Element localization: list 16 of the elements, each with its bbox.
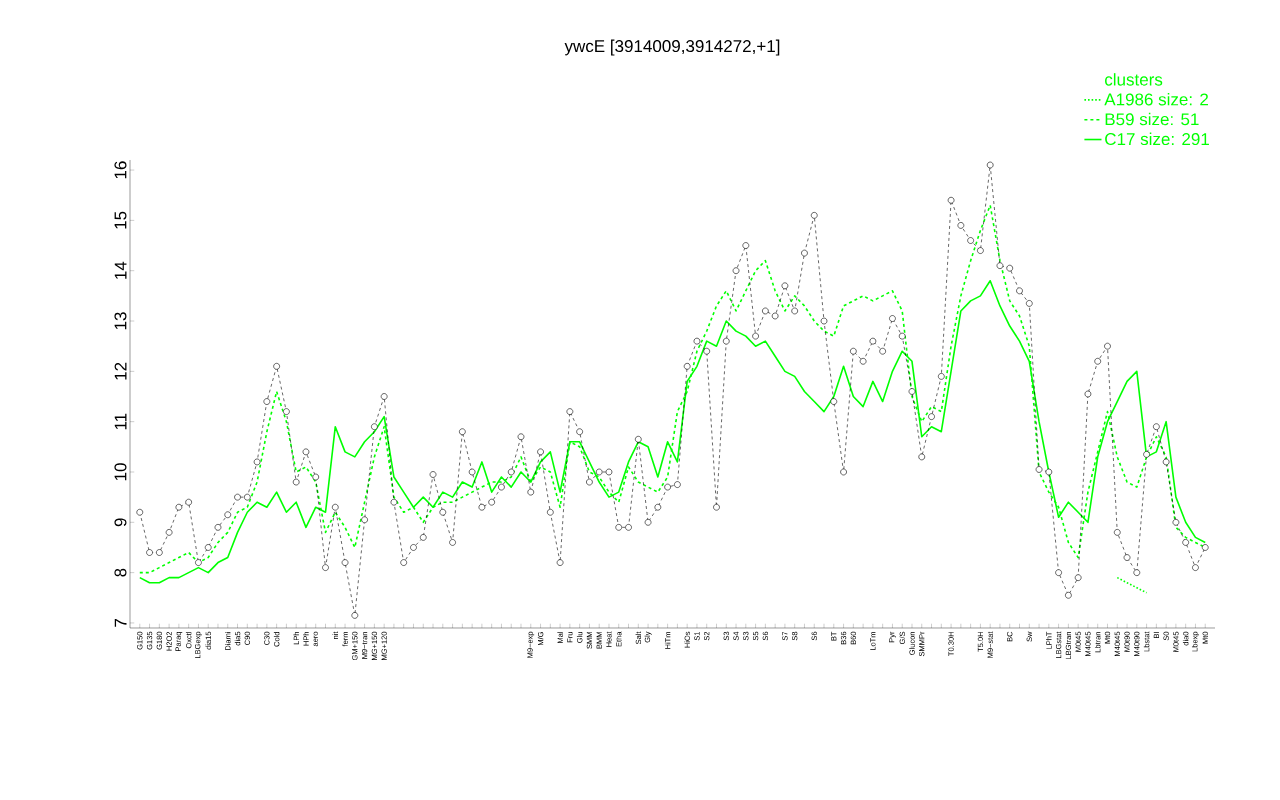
y-tick-label: 12 (114, 362, 127, 380)
chart-title: ywcE [3914009,3914272,+1] (564, 39, 780, 56)
y-tick-label: 13 (114, 312, 127, 330)
legend-label: C17 size: 291 (1105, 132, 1209, 146)
y-tick-label: 16 (114, 161, 127, 179)
y-tick-label: 15 (114, 211, 127, 229)
legend-label: A1986 size: 2 (1104, 92, 1208, 106)
line-series (1116, 576, 1148, 594)
y-tick-label: 14 (114, 261, 127, 279)
y-tick-label: 9 (114, 518, 127, 527)
y-tick-label: 8 (114, 568, 127, 577)
y-tick-label: 7 (114, 619, 127, 627)
y-tick-label: 11 (114, 413, 127, 430)
legend-label: B59 size: 51 (1105, 112, 1199, 126)
legend-title: clusters (1105, 73, 1163, 86)
y-tick-label: 10 (114, 463, 127, 481)
